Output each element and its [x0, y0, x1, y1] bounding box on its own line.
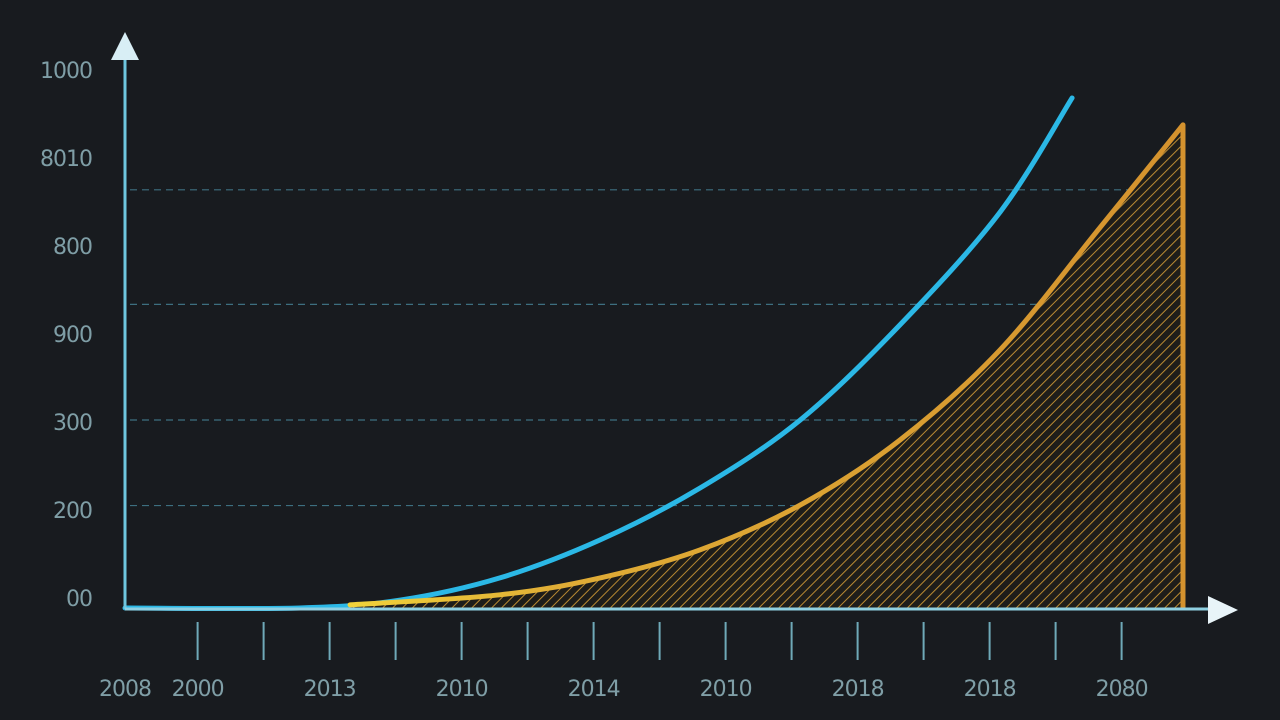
area [350, 124, 1183, 608]
x-tick-label: 2018 [964, 677, 1016, 702]
y-tick-label: 800 [53, 235, 92, 260]
y-tick-label: 900 [53, 323, 92, 348]
line [347, 122, 1186, 608]
y-tick-label: 8010 [40, 147, 92, 172]
y-axis-arrow [111, 32, 139, 60]
y-tick-label: 200 [53, 499, 92, 524]
line [122, 95, 1075, 612]
x-tick-label: 2013 [304, 677, 356, 702]
x-tick-label: 2000 [172, 677, 224, 702]
x-tick-label: 2018 [832, 677, 884, 702]
x-tick-label: 2080 [1096, 677, 1148, 702]
y-tick-label: 300 [53, 411, 92, 436]
x-tick-label: 2008 [99, 677, 151, 702]
x-tick-label: 2010 [700, 677, 752, 702]
y-tick-label: 00 [66, 587, 92, 612]
x-axis-arrow [1208, 596, 1238, 624]
y-tick-label: 1000 [40, 59, 92, 84]
x-tick-label: 2014 [568, 677, 620, 702]
x-tick-label: 2010 [436, 677, 488, 702]
